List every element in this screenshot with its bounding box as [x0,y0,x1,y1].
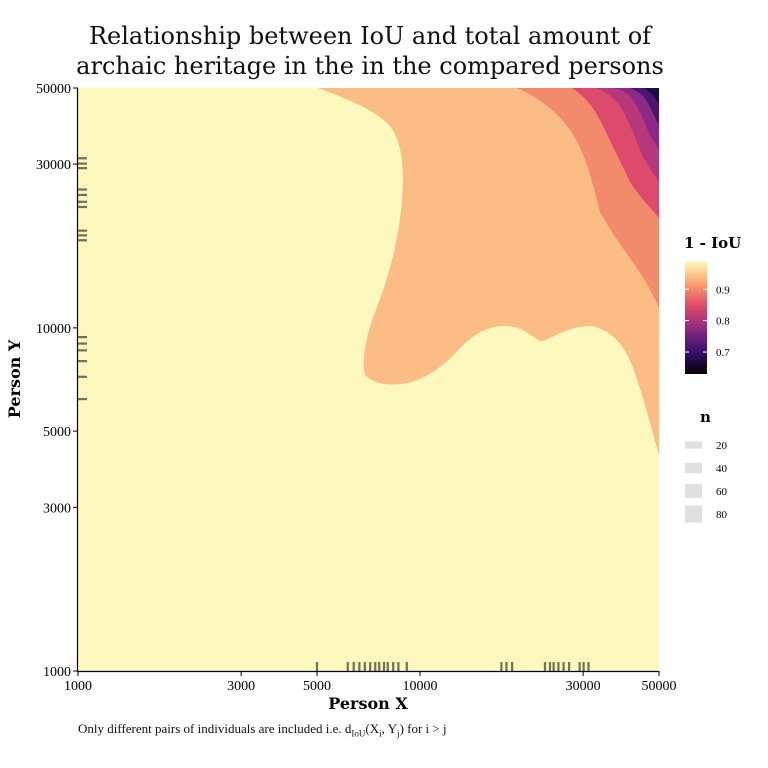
size-legend-title: n [700,408,711,426]
x-tick-label: 1000 [64,679,92,694]
x-ticks: 1000 3000 5000 10000 30000 50000 [64,671,677,694]
fill-legend-label: 0.9 [716,284,730,296]
y-tick-label: 3000 [43,501,71,516]
caption-subscript-iou: IoU [351,728,366,739]
fill-legend-label: 0.8 [716,316,730,328]
y-tick-label: 10000 [36,322,71,337]
caption-text-y: , Y [381,721,398,736]
fill-legend-colorbar [685,261,707,374]
fill-legend-title: 1 - IoU [684,234,741,252]
contour-band-1 [318,88,659,455]
x-tick-label: 50000 [642,679,677,694]
size-legend-label: 60 [716,486,728,498]
y-tick-label: 50000 [36,82,71,97]
caption-text-x: (X [365,721,380,736]
size-legend-key [685,462,702,474]
size-legend-label: 20 [716,440,728,452]
size-legend-label: 80 [716,509,728,521]
y-ticks: 1000 3000 5000 10000 30000 50000 [36,82,78,680]
chart-caption: Only different pairs of individuals are … [78,721,447,739]
size-legend-key [685,441,702,449]
size-legend: n 20 40 60 80 [685,408,728,523]
y-tick-label: 1000 [43,665,71,680]
size-legend-key [685,505,702,523]
y-tick-label: 5000 [43,425,71,440]
rug-x [315,662,590,671]
x-tick-label: 10000 [402,679,437,694]
chart-title-line-1: Relationship between IoU and total amoun… [88,22,652,50]
caption-text-end: ) for i > j [399,721,447,736]
plot-panel: 1000 3000 5000 10000 30000 50000 1000 3000 5000… [36,82,677,694]
x-tick-label: 30000 [566,679,601,694]
x-tick-label: 5000 [303,679,331,694]
chart-title-line-2: archaic heritage in the in the compared … [76,52,664,80]
contour-band-7 [645,88,659,105]
x-tick-label: 3000 [227,679,255,694]
size-legend-label: 40 [716,463,728,475]
rug-y [78,157,87,401]
y-axis-label: Person Y [5,339,24,418]
caption-subscript-j: j [397,728,400,739]
fill-legend: 1 - IoU 0.9 0.8 0.7 [684,234,741,374]
x-axis-label: Person X [328,694,408,713]
size-legend-key [685,484,702,498]
contour-band-6 [630,88,659,126]
caption-subscript-i: i [379,728,382,739]
caption-text: Only different pairs of individuals are … [78,721,352,736]
y-tick-label: 30000 [36,158,71,173]
contour-band-5 [614,88,659,150]
fill-legend-label: 0.7 [716,347,730,359]
